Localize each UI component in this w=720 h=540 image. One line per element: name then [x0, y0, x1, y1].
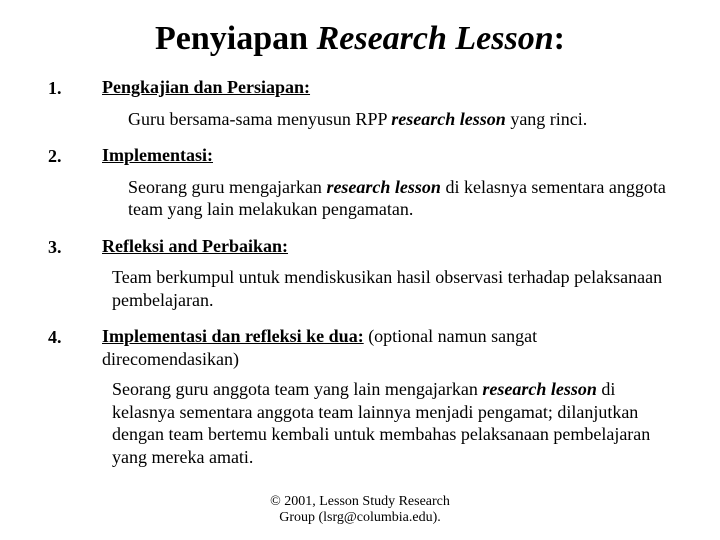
title-plain: Penyiapan [155, 20, 317, 57]
item-heading-row: Refleksi and Perbaikan: [102, 235, 672, 259]
slide: Penyiapan Research Lesson: 1. Pengkajian… [0, 0, 720, 540]
item-description: Seorang guru mengajarkan research lesson… [102, 176, 672, 221]
item-number: 3. [48, 235, 94, 259]
item-heading: Refleksi and Perbaikan: [102, 236, 288, 256]
title-italic: Research Lesson [317, 20, 554, 57]
footer-line-1: © 2001, Lesson Study Research [0, 494, 720, 510]
footer: © 2001, Lesson Study Research Group (lsr… [0, 494, 720, 526]
item-heading: Pengkajian dan Persiapan: [102, 77, 310, 97]
slide-title: Penyiapan Research Lesson: [48, 20, 672, 58]
item-description: Guru bersama-sama menyusun RPP research … [102, 108, 672, 131]
numbered-list: 1. Pengkajian dan Persiapan: Guru bersam… [48, 76, 672, 476]
item-heading-row: Implementasi dan refleksi ke dua: (optio… [102, 325, 672, 370]
item-number: 2. [48, 144, 94, 168]
title-colon: : [554, 20, 565, 57]
item-heading-row: Implementasi: [102, 144, 672, 168]
item-number: 1. [48, 76, 94, 100]
footer-line-2: Group (lsrg@columbia.edu). [0, 510, 720, 526]
item-heading: Implementasi: [102, 145, 213, 165]
item-number: 4. [48, 325, 94, 370]
item-heading-row: Pengkajian dan Persiapan: [102, 76, 672, 100]
item-heading: Implementasi dan refleksi ke dua: [102, 326, 364, 346]
item-description: Seorang guru anggota team yang lain meng… [102, 378, 672, 468]
item-description: Team berkumpul untuk mendiskusikan hasil… [102, 266, 672, 311]
